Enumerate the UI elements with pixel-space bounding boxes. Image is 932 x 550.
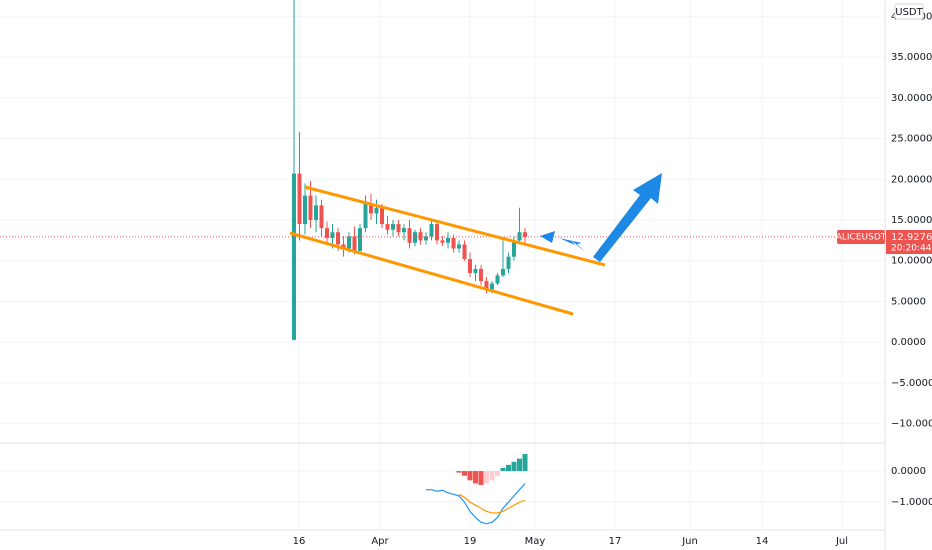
y-tick-label: 35.0000	[891, 52, 932, 63]
candle-body	[479, 268, 483, 282]
candle-body	[413, 232, 417, 243]
candle-body	[424, 236, 428, 241]
histogram-bar	[495, 471, 500, 476]
candle-body	[292, 173, 296, 340]
trend-line	[304, 185, 606, 267]
candle-body	[396, 224, 401, 233]
histogram-bar	[489, 471, 495, 481]
candle-body	[429, 224, 434, 237]
candle-body	[385, 224, 390, 230]
candle-body	[308, 195, 313, 220]
indicator-pane	[426, 453, 528, 525]
y-tick-label: 20.0000	[891, 174, 932, 185]
y-tick-label: 30.0000	[891, 93, 932, 104]
drawings	[289, 173, 662, 316]
currency: USDT	[895, 7, 923, 18]
arrow	[593, 173, 662, 262]
x-tick-label: 19	[464, 536, 477, 547]
candle-body	[358, 228, 362, 251]
price-pane	[0, 0, 885, 341]
candle-body	[363, 203, 368, 229]
grid	[0, 0, 885, 530]
y-tick-label: 0.0000	[891, 466, 926, 477]
candle-body	[347, 236, 351, 249]
x-tick-label: Apr	[371, 536, 389, 547]
x-tick-label: Jul	[835, 536, 848, 547]
x-tick-label: 17	[609, 536, 622, 547]
y-tick-label: 5.0000	[891, 296, 926, 307]
candle-body	[402, 228, 406, 233]
x-tick-label: 14	[756, 536, 769, 547]
arrow	[559, 238, 585, 252]
candle-body	[495, 275, 500, 284]
signal-line	[458, 493, 526, 514]
candle-body	[341, 244, 346, 249]
candle-body	[473, 268, 478, 273]
symbol-box	[837, 230, 885, 244]
currency-box	[894, 3, 924, 20]
candle-body	[468, 259, 472, 273]
candle-body	[462, 244, 467, 260]
candle-body	[297, 173, 302, 225]
price-box	[886, 230, 932, 254]
y-tick-label: −1.0000	[891, 497, 932, 508]
candle-body	[303, 195, 307, 225]
histogram-bar	[478, 471, 484, 486]
symbol-label: ALICEUSDT	[836, 233, 887, 243]
axes: 16 Apr 19 May 17 Jun 14 Jul −10.0000 −5.0000 0.000…	[293, 3, 932, 547]
x-tick-label: May	[525, 536, 546, 547]
candle-body	[325, 228, 329, 238]
histogram-bar	[456, 471, 462, 473]
histogram-bar	[462, 471, 467, 476]
candle-body	[336, 232, 340, 245]
candle-body	[352, 236, 357, 251]
y-tick-label: −5.0000	[891, 378, 932, 389]
y-tick-label: 25.0000	[891, 134, 932, 145]
histogram-bar	[467, 471, 473, 481]
histogram-bar	[500, 467, 506, 472]
candle-body	[330, 232, 335, 238]
candle-body	[517, 232, 522, 241]
x-tick-label: Jun	[681, 536, 698, 547]
y-tick-label: 15.0000	[891, 215, 932, 226]
candle-body	[380, 207, 384, 225]
candle-body	[490, 283, 494, 290]
macd-line	[426, 483, 526, 525]
candle-body	[484, 281, 489, 290]
countdown: 20:20:44	[891, 244, 932, 254]
histogram-bar	[484, 471, 489, 484]
candle-body	[369, 203, 373, 214]
candle-body	[319, 205, 324, 229]
candle-body	[407, 228, 412, 243]
y-tick-label: −10.0000	[891, 419, 932, 430]
candle-body	[374, 207, 379, 214]
candle-body	[314, 205, 318, 220]
candle-body	[435, 224, 439, 241]
candle-body	[506, 256, 511, 269]
histogram-bar	[511, 461, 517, 472]
candle-body	[440, 240, 445, 243]
candle-body	[451, 237, 456, 249]
candle-body	[523, 232, 527, 237]
y-tick-label: 0.0000	[891, 337, 926, 348]
price-label: 12.9276	[891, 232, 932, 243]
candle-body	[512, 240, 516, 257]
x-tick-label: 16	[293, 536, 306, 547]
candle-body	[501, 268, 505, 276]
candle-body	[446, 237, 450, 243]
histogram-bar	[522, 453, 528, 472]
histogram-bar	[517, 458, 522, 472]
histogram-bar	[473, 471, 478, 484]
y-tick-label: 10.0000	[891, 256, 932, 267]
trend-line	[289, 231, 574, 316]
arrow	[540, 231, 555, 243]
candle-body	[418, 232, 423, 241]
candle-body	[457, 244, 461, 249]
histogram-bar	[506, 464, 511, 472]
candle-body	[391, 224, 395, 230]
